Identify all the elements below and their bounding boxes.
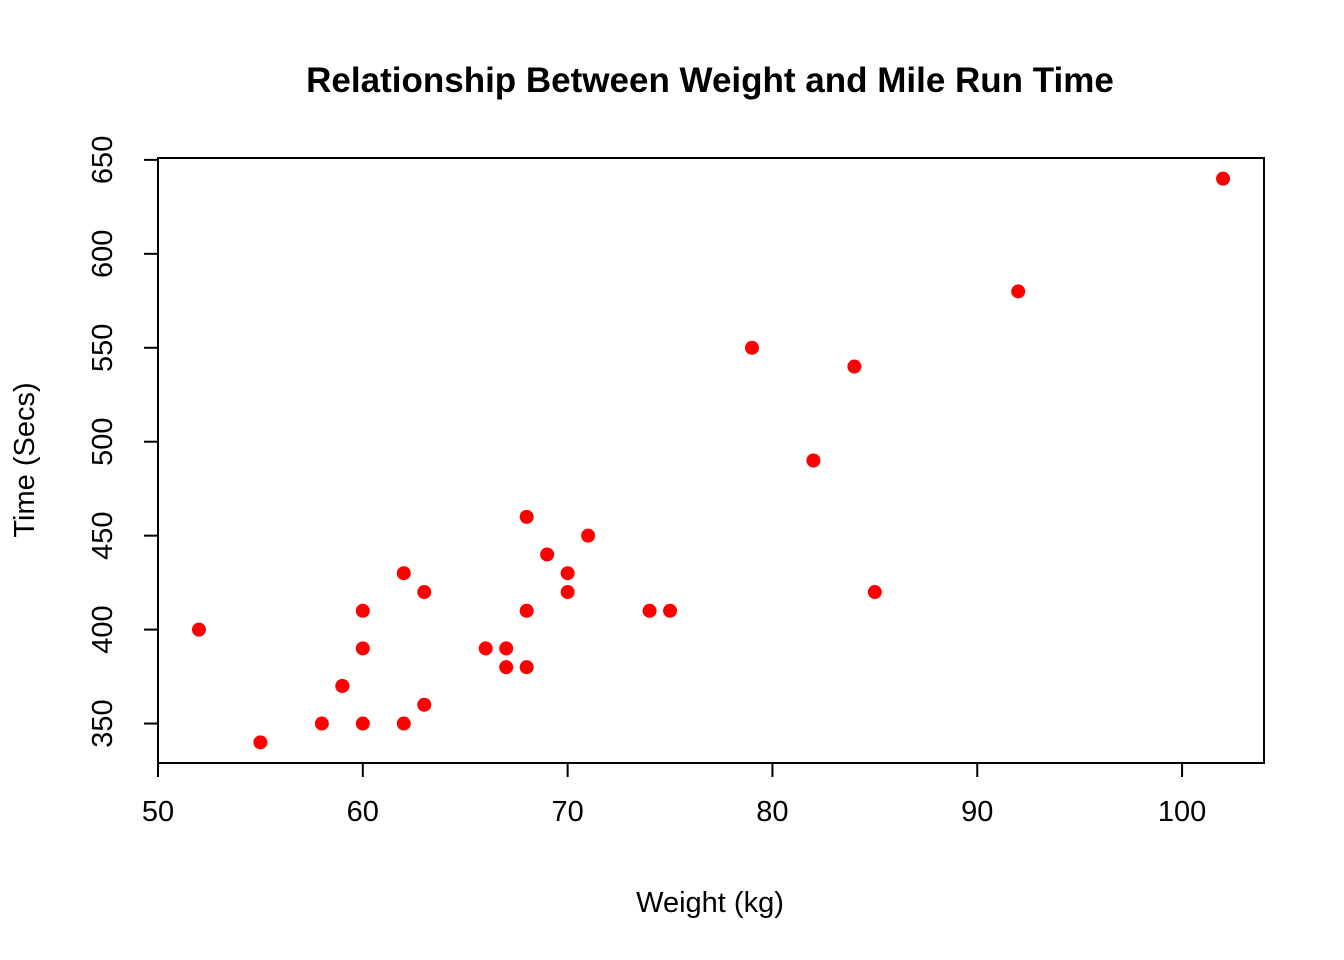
x-tick-label: 50	[142, 796, 174, 828]
data-point	[560, 585, 575, 600]
x-tick-label: 100	[1158, 796, 1206, 828]
data-point	[806, 453, 821, 468]
y-tick-label: 500	[87, 418, 119, 466]
data-point	[744, 340, 759, 355]
data-point	[253, 735, 268, 750]
data-point	[581, 528, 596, 543]
y-tick-label: 400	[87, 605, 119, 653]
data-point	[540, 547, 555, 562]
data-point	[355, 716, 370, 731]
data-point	[1011, 284, 1026, 299]
data-point	[396, 566, 411, 581]
data-point	[642, 603, 657, 618]
data-point	[519, 603, 534, 618]
data-point	[396, 716, 411, 731]
data-point	[519, 509, 534, 524]
data-points	[191, 171, 1231, 750]
x-axis: 50 60 70 80 90 100	[142, 762, 1206, 828]
data-point	[519, 660, 534, 675]
data-point	[847, 359, 862, 374]
data-point	[355, 603, 370, 618]
x-axis-label: Weight (kg)	[636, 887, 784, 919]
data-point	[560, 566, 575, 581]
data-point	[1216, 171, 1231, 186]
y-tick-label: 350	[87, 699, 119, 747]
data-point	[314, 716, 329, 731]
data-point	[499, 660, 514, 675]
data-point	[663, 603, 678, 618]
y-tick-label: 650	[87, 136, 119, 184]
data-point	[191, 622, 206, 637]
y-axis: 350 400 450 500 550 600 650	[87, 136, 159, 748]
data-point	[417, 585, 432, 600]
data-point	[499, 641, 514, 656]
data-point	[335, 678, 350, 693]
data-point	[417, 697, 432, 712]
x-tick-label: 80	[756, 796, 788, 828]
data-point	[867, 585, 882, 600]
y-tick-label: 550	[87, 324, 119, 372]
y-tick-label: 600	[87, 230, 119, 278]
chart-title: Relationship Between Weight and Mile Run…	[306, 61, 1114, 100]
x-tick-label: 70	[551, 796, 583, 828]
plot-area-frame	[157, 157, 1265, 764]
y-axis-label: Time (Secs)	[9, 382, 41, 537]
data-point	[478, 641, 493, 656]
x-tick-label: 60	[347, 796, 379, 828]
x-tick-label: 90	[961, 796, 993, 828]
y-tick-label: 450	[87, 511, 119, 559]
data-point	[355, 641, 370, 656]
